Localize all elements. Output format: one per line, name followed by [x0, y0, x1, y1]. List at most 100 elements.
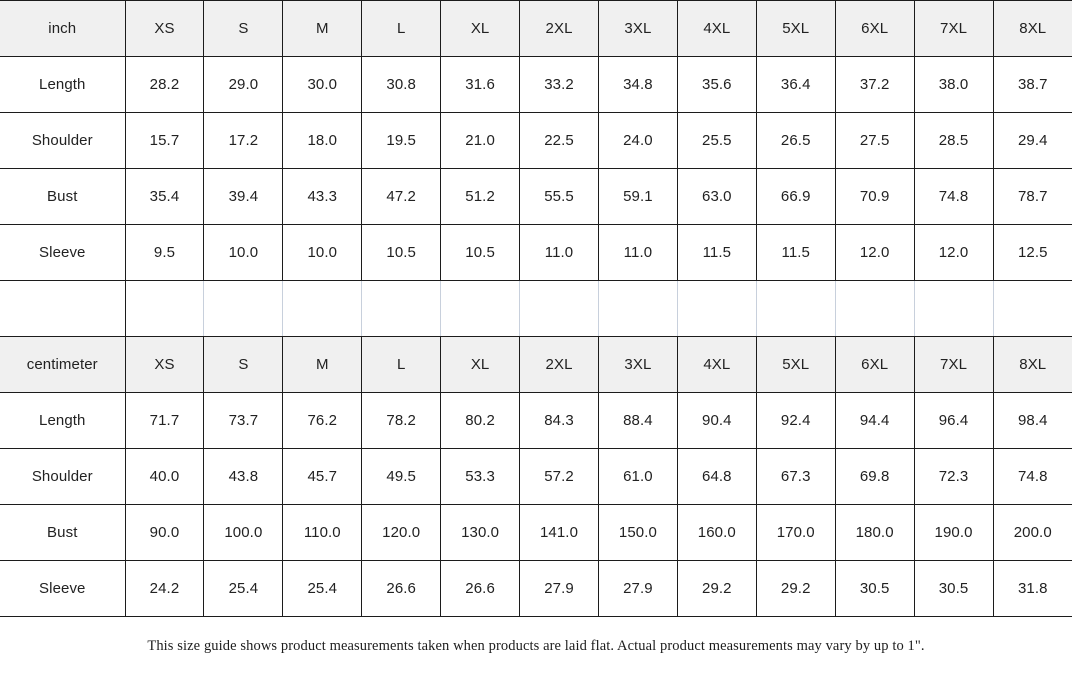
cm-shoulder-xs: 40.0 — [124, 448, 205, 505]
cm-shoulder-6xl: 69.8 — [834, 448, 915, 505]
cm-sleeve-s: 25.4 — [203, 560, 284, 617]
inch-shoulder-3xl: 24.0 — [597, 112, 678, 169]
inch-header-row: inch XS S M L XL 2XL 3XL 4XL 5XL 6XL 7XL… — [0, 0, 1072, 57]
cm-header-l: L — [361, 336, 442, 393]
cm-bust-l: 120.0 — [361, 504, 442, 561]
inch-bust-7xl: 74.8 — [913, 168, 994, 225]
cm-shoulder-8xl: 74.8 — [992, 448, 1072, 505]
inch-sleeve-xl: 10.5 — [440, 224, 521, 281]
cm-header-5xl: 5XL — [755, 336, 836, 393]
inch-header-s: S — [203, 0, 284, 57]
cm-length-s: 73.7 — [203, 392, 284, 449]
inch-shoulder-xs: 15.7 — [124, 112, 205, 169]
inch-bust-4xl: 63.0 — [676, 168, 757, 225]
cm-bust-xl: 130.0 — [440, 504, 521, 561]
inch-sleeve-s: 10.0 — [203, 224, 284, 281]
cm-sleeve-xl: 26.6 — [440, 560, 521, 617]
cm-shoulder-m: 45.7 — [282, 448, 363, 505]
inch-header-4xl: 4XL — [676, 0, 757, 57]
cm-header-2xl: 2XL — [519, 336, 599, 393]
cm-sleeve-8xl: 31.8 — [992, 560, 1072, 617]
inch-sleeve-m: 10.0 — [282, 224, 363, 281]
inch-sleeve-2xl: 11.0 — [519, 224, 599, 281]
cm-bust-3xl: 150.0 — [597, 504, 678, 561]
inch-bust-s: 39.4 — [203, 168, 284, 225]
inch-bust-3xl: 59.1 — [597, 168, 678, 225]
inch-bust-5xl: 66.9 — [755, 168, 836, 225]
inch-length-6xl: 37.2 — [834, 56, 915, 113]
cm-row-label-bust: Bust — [0, 504, 126, 561]
cm-shoulder-2xl: 57.2 — [519, 448, 599, 505]
inch-sleeve-xs: 9.5 — [124, 224, 205, 281]
inch-header-xs: XS — [124, 0, 205, 57]
inch-shoulder-5xl: 26.5 — [755, 112, 836, 169]
cm-length-l: 78.2 — [361, 392, 442, 449]
inch-shoulder-6xl: 27.5 — [834, 112, 915, 169]
cm-sleeve-7xl: 30.5 — [913, 560, 994, 617]
inch-header-7xl: 7XL — [913, 0, 994, 57]
cm-length-2xl: 84.3 — [519, 392, 599, 449]
inch-row-label-length: Length — [0, 56, 126, 113]
spacer-cell — [440, 280, 521, 337]
inch-bust-2xl: 55.5 — [519, 168, 599, 225]
cm-row-label-sleeve: Sleeve — [0, 560, 126, 617]
inch-shoulder-m: 18.0 — [282, 112, 363, 169]
cm-sleeve-3xl: 27.9 — [597, 560, 678, 617]
cm-length-3xl: 88.4 — [597, 392, 678, 449]
spacer-cell — [282, 280, 363, 337]
spacer-cell — [124, 280, 205, 337]
table-row: Sleeve 24.2 25.4 25.4 26.6 26.6 27.9 27.… — [0, 560, 1072, 617]
inch-shoulder-4xl: 25.5 — [676, 112, 757, 169]
cm-header-s: S — [203, 336, 284, 393]
cm-bust-2xl: 141.0 — [519, 504, 599, 561]
inch-length-2xl: 33.2 — [519, 56, 599, 113]
table-row: Bust 90.0 100.0 110.0 120.0 130.0 141.0 … — [0, 504, 1072, 561]
inch-length-7xl: 38.0 — [913, 56, 994, 113]
cm-header-xs: XS — [124, 336, 205, 393]
inch-sleeve-6xl: 12.0 — [834, 224, 915, 281]
cm-sleeve-m: 25.4 — [282, 560, 363, 617]
inch-sleeve-3xl: 11.0 — [597, 224, 678, 281]
cm-header-m: M — [282, 336, 363, 393]
inch-bust-xs: 35.4 — [124, 168, 205, 225]
inch-row-label-bust: Bust — [0, 168, 126, 225]
inch-header-3xl: 3XL — [597, 0, 678, 57]
table-row: Length 28.2 29.0 30.0 30.8 31.6 33.2 34.… — [0, 56, 1072, 113]
inch-header-xl: XL — [440, 0, 521, 57]
cm-shoulder-s: 43.8 — [203, 448, 284, 505]
inch-length-8xl: 38.7 — [992, 56, 1072, 113]
inch-length-xs: 28.2 — [124, 56, 205, 113]
inch-bust-m: 43.3 — [282, 168, 363, 225]
cm-bust-6xl: 180.0 — [834, 504, 915, 561]
cm-length-5xl: 92.4 — [755, 392, 836, 449]
spacer-cell — [597, 280, 678, 337]
cm-sleeve-l: 26.6 — [361, 560, 442, 617]
inch-shoulder-8xl: 29.4 — [992, 112, 1072, 169]
spacer-cell — [992, 280, 1072, 337]
inch-bust-xl: 51.2 — [440, 168, 521, 225]
inch-sleeve-5xl: 11.5 — [755, 224, 836, 281]
centimeter-header-row: centimeter XS S M L XL 2XL 3XL 4XL 5XL 6… — [0, 336, 1072, 393]
table-row: Shoulder 40.0 43.8 45.7 49.5 53.3 57.2 6… — [0, 448, 1072, 505]
cm-bust-m: 110.0 — [282, 504, 363, 561]
cm-bust-5xl: 170.0 — [755, 504, 836, 561]
inch-shoulder-l: 19.5 — [361, 112, 442, 169]
cm-sleeve-5xl: 29.2 — [755, 560, 836, 617]
spacer-cell — [203, 280, 284, 337]
table-row: Sleeve 9.5 10.0 10.0 10.5 10.5 11.0 11.0… — [0, 224, 1072, 281]
table-row: Bust 35.4 39.4 43.3 47.2 51.2 55.5 59.1 … — [0, 168, 1072, 225]
inch-length-3xl: 34.8 — [597, 56, 678, 113]
cm-header-4xl: 4XL — [676, 336, 757, 393]
cm-length-4xl: 90.4 — [676, 392, 757, 449]
cm-length-xs: 71.7 — [124, 392, 205, 449]
inch-row-label-shoulder: Shoulder — [0, 112, 126, 169]
cm-length-6xl: 94.4 — [834, 392, 915, 449]
inch-sleeve-4xl: 11.5 — [676, 224, 757, 281]
inch-header-2xl: 2XL — [519, 0, 599, 57]
inch-shoulder-s: 17.2 — [203, 112, 284, 169]
inch-row-label-sleeve: Sleeve — [0, 224, 126, 281]
cm-length-8xl: 98.4 — [992, 392, 1072, 449]
inch-header-l: L — [361, 0, 442, 57]
